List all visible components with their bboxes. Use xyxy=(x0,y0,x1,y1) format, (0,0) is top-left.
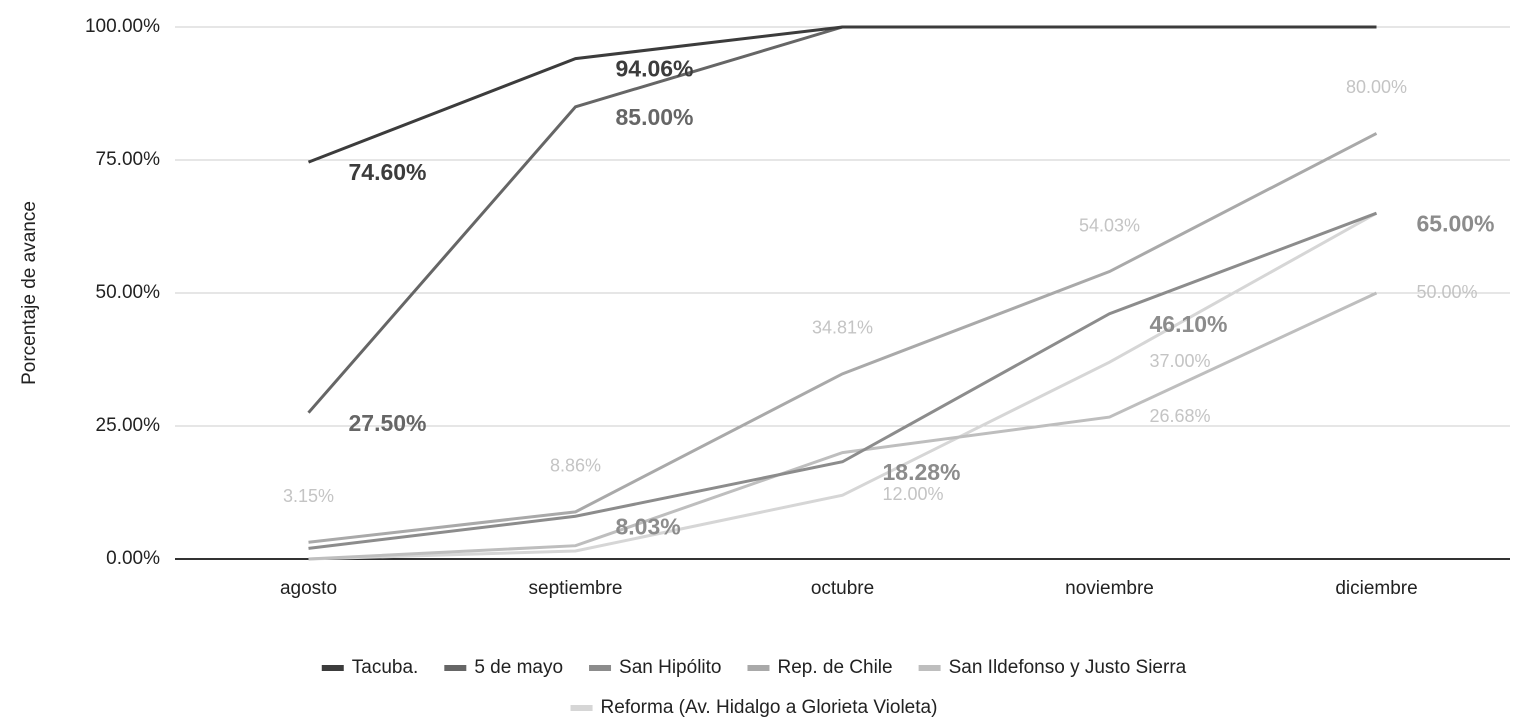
legend-label: Tacuba. xyxy=(352,657,419,678)
data-label: 8.86% xyxy=(550,456,601,476)
series-line xyxy=(307,25,1377,414)
legend-label: Reforma (Av. Hidalgo a Glorieta Violeta) xyxy=(601,697,938,718)
legend-swatch xyxy=(570,705,593,711)
series-line xyxy=(308,211,1378,561)
y-axis-label: Porcentaje de avance xyxy=(19,201,40,385)
series-line xyxy=(308,291,1378,561)
y-tick-label: 75.00% xyxy=(96,149,161,170)
y-tick-label: 0.00% xyxy=(106,548,160,569)
series-line xyxy=(308,211,1378,550)
y-tick-label: 50.00% xyxy=(96,282,161,303)
series-line xyxy=(308,132,1378,544)
data-label: 74.60% xyxy=(349,159,427,185)
y-tick-label: 25.00% xyxy=(96,415,161,436)
data-label: 18.28% xyxy=(883,459,961,485)
data-label: 26.68% xyxy=(1150,406,1211,426)
data-label: 94.06% xyxy=(616,56,694,82)
legend-swatch xyxy=(444,665,467,671)
legend-label: San Ildefonso y Justo Sierra xyxy=(949,657,1187,678)
legend-label: San Hipólito xyxy=(619,657,721,678)
data-label: 3.15% xyxy=(283,486,334,506)
x-tick-label: diciembre xyxy=(1335,578,1417,599)
data-label: 54.03% xyxy=(1079,215,1140,235)
legend-label: 5 de mayo xyxy=(474,657,563,678)
data-label: 37.00% xyxy=(1150,351,1211,371)
data-label: 85.00% xyxy=(616,104,694,130)
x-tick-label: agosto xyxy=(280,578,337,599)
series-line xyxy=(307,25,1377,164)
legend-swatch xyxy=(747,665,770,671)
x-tick-label: octubre xyxy=(811,578,874,599)
x-tick-label: noviembre xyxy=(1065,578,1154,599)
data-label: 65.00% xyxy=(1417,210,1495,236)
data-label: 8.03% xyxy=(616,513,681,539)
legend-swatch xyxy=(321,665,344,671)
y-tick-label: 100.00% xyxy=(85,16,160,37)
data-label: 50.00% xyxy=(1417,282,1478,302)
x-tick-label: septiembre xyxy=(529,578,623,599)
data-label: 27.50% xyxy=(349,410,427,436)
data-label: 80.00% xyxy=(1346,77,1407,97)
legend-swatch xyxy=(918,665,941,671)
data-label: 12.00% xyxy=(883,484,944,504)
legend-label: Rep. de Chile xyxy=(777,657,892,678)
legend-swatch xyxy=(589,665,612,671)
data-label: 34.81% xyxy=(812,318,873,338)
data-label: 46.10% xyxy=(1150,311,1228,337)
